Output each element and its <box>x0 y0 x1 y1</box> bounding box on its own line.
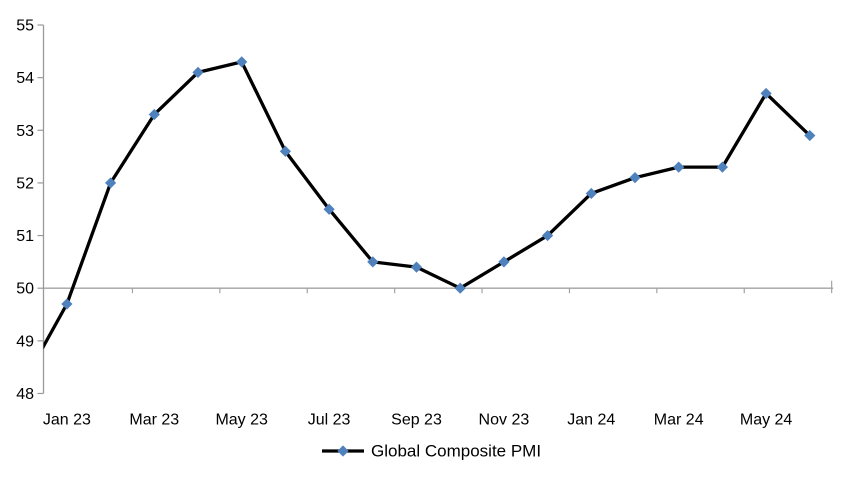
legend-marker-icon <box>337 445 349 457</box>
x-tick-label: Nov 23 <box>479 412 530 429</box>
y-tick-label: 48 <box>16 386 34 403</box>
marker-point <box>236 56 248 68</box>
x-tick-label: May 24 <box>740 412 793 429</box>
plot-area-group <box>43 56 816 350</box>
y-tick-label: 54 <box>16 70 34 87</box>
y-tick-label: 49 <box>16 333 34 350</box>
marker-point <box>192 66 204 78</box>
y-tick-label: 50 <box>16 281 34 298</box>
legend-label: Global Composite PMI <box>371 442 541 461</box>
marker-point <box>367 256 379 268</box>
marker-point <box>542 229 554 242</box>
legend: Global Composite PMI <box>322 442 541 461</box>
x-tick-label: Mar 24 <box>654 412 704 429</box>
y-tick-label: 52 <box>16 175 34 192</box>
marker-point <box>804 129 816 142</box>
y-tick-label: 53 <box>16 123 34 140</box>
marker-point <box>61 298 73 310</box>
x-tick-label: Jul 23 <box>308 412 351 429</box>
marker-point <box>629 172 641 184</box>
marker-point <box>498 256 510 268</box>
marker-point <box>148 108 160 121</box>
x-tick-label: May 23 <box>215 412 268 429</box>
marker-point <box>585 187 597 200</box>
marker-point <box>410 261 423 273</box>
x-tick-label: Jan 24 <box>567 412 615 429</box>
marker-point <box>105 177 117 189</box>
pmi-line <box>43 60 812 350</box>
marker-point <box>279 145 291 157</box>
marker-point <box>323 203 335 215</box>
x-tick-label: Sep 23 <box>391 412 442 429</box>
marker-point <box>454 282 466 294</box>
marker-point <box>673 161 685 173</box>
marker-point <box>760 87 772 100</box>
x-tick-label: Mar 23 <box>129 412 179 429</box>
y-tick-label: 55 <box>16 18 34 35</box>
y-tick-label: 51 <box>16 228 34 245</box>
x-tick-label: Jan 23 <box>43 412 91 429</box>
marker-point <box>716 161 728 173</box>
